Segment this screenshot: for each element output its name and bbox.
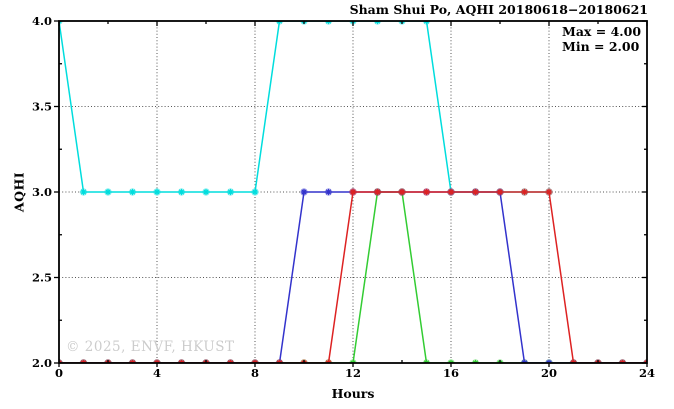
y-tick-label: 2.0 bbox=[32, 356, 52, 370]
x-tick-label: 16 bbox=[443, 366, 459, 380]
x-axis-label: Hours bbox=[331, 386, 375, 401]
chart-title: Sham Shui Po, AQHI 20180618−20180621 bbox=[349, 2, 648, 17]
max-value-label: Max = 4.00 bbox=[562, 24, 642, 39]
x-tick-label: 4 bbox=[153, 366, 161, 380]
series-layer bbox=[59, 21, 647, 363]
x-tick-label: 8 bbox=[251, 366, 259, 380]
series-markers-red-series bbox=[59, 188, 647, 363]
y-axis-label: AQHI bbox=[11, 171, 27, 213]
min-value-label: Min = 2.00 bbox=[562, 39, 640, 54]
x-tick-label: 0 bbox=[55, 366, 63, 380]
y-tick-label: 3.5 bbox=[32, 100, 52, 114]
x-tick-label: 12 bbox=[345, 366, 361, 380]
y-tick-label: 4.0 bbox=[32, 14, 52, 28]
x-tick-label: 24 bbox=[639, 366, 655, 380]
y-tick-label: 2.5 bbox=[32, 271, 52, 285]
x-tick-label: 20 bbox=[541, 366, 557, 380]
y-tick-label: 3.0 bbox=[32, 185, 52, 199]
max-min-annotation: Max = 4.00 Min = 2.00 bbox=[562, 24, 641, 54]
watermark: © 2025, ENVF, HKUST bbox=[66, 339, 235, 355]
